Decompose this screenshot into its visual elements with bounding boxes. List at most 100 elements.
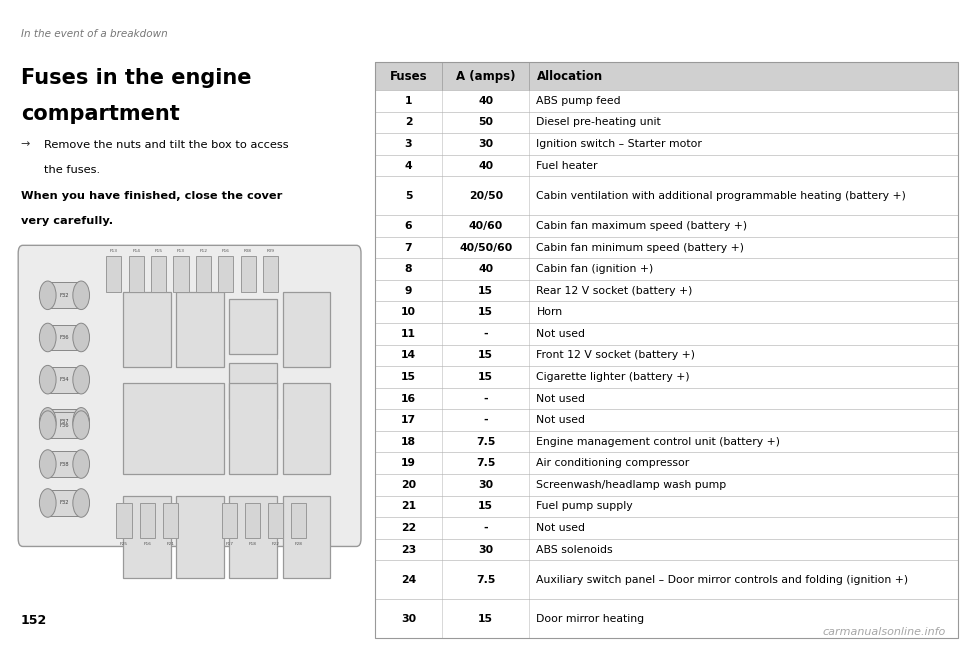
Text: 40: 40 xyxy=(478,96,493,106)
Text: 11: 11 xyxy=(401,329,416,339)
Text: very carefully.: very carefully. xyxy=(21,216,113,226)
Text: 15: 15 xyxy=(478,502,493,511)
Text: 40/60: 40/60 xyxy=(468,221,503,231)
Bar xyxy=(375,133,958,154)
Text: F21: F21 xyxy=(166,541,175,546)
Text: Cabin fan minimum speed (battery +): Cabin fan minimum speed (battery +) xyxy=(537,243,745,252)
Text: Not used: Not used xyxy=(537,415,586,425)
Circle shape xyxy=(39,323,56,352)
Text: 17: 17 xyxy=(401,415,416,425)
Text: ABS solenoids: ABS solenoids xyxy=(537,545,613,554)
Text: F13: F13 xyxy=(109,249,118,253)
Text: 5: 5 xyxy=(405,191,412,201)
Text: F36: F36 xyxy=(60,422,69,428)
Bar xyxy=(375,237,958,258)
Text: -: - xyxy=(484,415,488,425)
Bar xyxy=(291,502,306,539)
Text: 30: 30 xyxy=(478,139,493,149)
Text: 7: 7 xyxy=(405,243,413,252)
Bar xyxy=(375,154,958,177)
Text: 40: 40 xyxy=(478,264,493,274)
Text: Front 12 V socket (battery +): Front 12 V socket (battery +) xyxy=(537,350,695,360)
Text: Cabin fan (ignition +): Cabin fan (ignition +) xyxy=(537,264,654,274)
Bar xyxy=(375,452,958,474)
Text: 15: 15 xyxy=(478,372,493,382)
Text: Cigarette lighter (battery +): Cigarette lighter (battery +) xyxy=(537,372,690,382)
Circle shape xyxy=(39,411,56,439)
Bar xyxy=(196,256,211,292)
Bar xyxy=(375,280,958,302)
Text: Cabin ventilation with additional programmable heating (battery +): Cabin ventilation with additional progra… xyxy=(537,191,906,201)
Text: 22: 22 xyxy=(401,523,416,533)
Text: 1: 1 xyxy=(405,96,412,106)
Text: 23: 23 xyxy=(401,545,416,554)
Text: -: - xyxy=(484,393,488,404)
Text: 40: 40 xyxy=(478,160,493,171)
Text: F38: F38 xyxy=(60,461,69,467)
Text: 6: 6 xyxy=(405,221,413,231)
Text: F15: F15 xyxy=(155,249,162,253)
Text: 7.5: 7.5 xyxy=(476,458,495,469)
Text: F16: F16 xyxy=(222,249,229,253)
Bar xyxy=(229,383,276,474)
Bar xyxy=(375,410,958,431)
Text: 30: 30 xyxy=(478,545,493,554)
Text: Screenwash/headlamp wash pump: Screenwash/headlamp wash pump xyxy=(537,480,727,490)
Text: F08: F08 xyxy=(244,249,252,253)
Bar xyxy=(375,258,958,280)
Bar xyxy=(116,502,132,539)
Bar xyxy=(50,451,79,477)
Bar xyxy=(50,324,79,350)
Text: F34: F34 xyxy=(60,377,69,382)
Text: F36: F36 xyxy=(60,335,69,340)
Bar xyxy=(50,367,79,393)
Text: Horn: Horn xyxy=(537,307,563,317)
Text: Auxiliary switch panel – Door mirror controls and folding (ignition +): Auxiliary switch panel – Door mirror con… xyxy=(537,575,908,585)
Circle shape xyxy=(73,408,89,436)
Bar xyxy=(375,177,958,215)
Text: Door mirror heating: Door mirror heating xyxy=(537,613,644,624)
Text: 21: 21 xyxy=(401,502,416,511)
Bar xyxy=(375,90,958,112)
Bar xyxy=(139,502,155,539)
Bar xyxy=(375,387,958,410)
Bar xyxy=(229,299,276,354)
Circle shape xyxy=(73,450,89,478)
Text: 50: 50 xyxy=(478,117,493,127)
Bar xyxy=(375,517,958,539)
Text: Air conditioning compressor: Air conditioning compressor xyxy=(537,458,689,469)
Circle shape xyxy=(73,411,89,439)
Text: 7.5: 7.5 xyxy=(476,437,495,447)
Circle shape xyxy=(39,408,56,436)
Bar xyxy=(375,345,958,366)
Circle shape xyxy=(73,323,89,352)
Text: 15: 15 xyxy=(478,286,493,296)
Text: 40/50/60: 40/50/60 xyxy=(459,243,513,252)
Bar xyxy=(151,256,166,292)
Bar xyxy=(375,302,958,323)
Text: 9: 9 xyxy=(405,286,412,296)
Bar xyxy=(229,363,276,419)
Bar xyxy=(50,490,79,516)
Bar xyxy=(375,496,958,517)
Bar xyxy=(268,502,283,539)
Text: Cabin fan maximum speed (battery +): Cabin fan maximum speed (battery +) xyxy=(537,221,748,231)
Text: F09: F09 xyxy=(267,249,275,253)
Text: 20: 20 xyxy=(401,480,416,490)
Text: F37: F37 xyxy=(60,419,69,424)
Circle shape xyxy=(39,365,56,394)
Circle shape xyxy=(39,450,56,478)
Bar xyxy=(375,474,958,496)
Bar xyxy=(123,496,171,578)
Text: 15: 15 xyxy=(478,350,493,360)
Text: Fuses: Fuses xyxy=(390,69,427,82)
Circle shape xyxy=(73,365,89,394)
Text: F12: F12 xyxy=(200,249,207,253)
Text: Diesel pre-heating unit: Diesel pre-heating unit xyxy=(537,117,661,127)
Bar xyxy=(245,502,260,539)
Text: F22: F22 xyxy=(272,541,279,546)
Text: -: - xyxy=(484,523,488,533)
Text: 4: 4 xyxy=(405,160,413,171)
Bar xyxy=(375,599,958,638)
Text: 19: 19 xyxy=(401,458,416,469)
